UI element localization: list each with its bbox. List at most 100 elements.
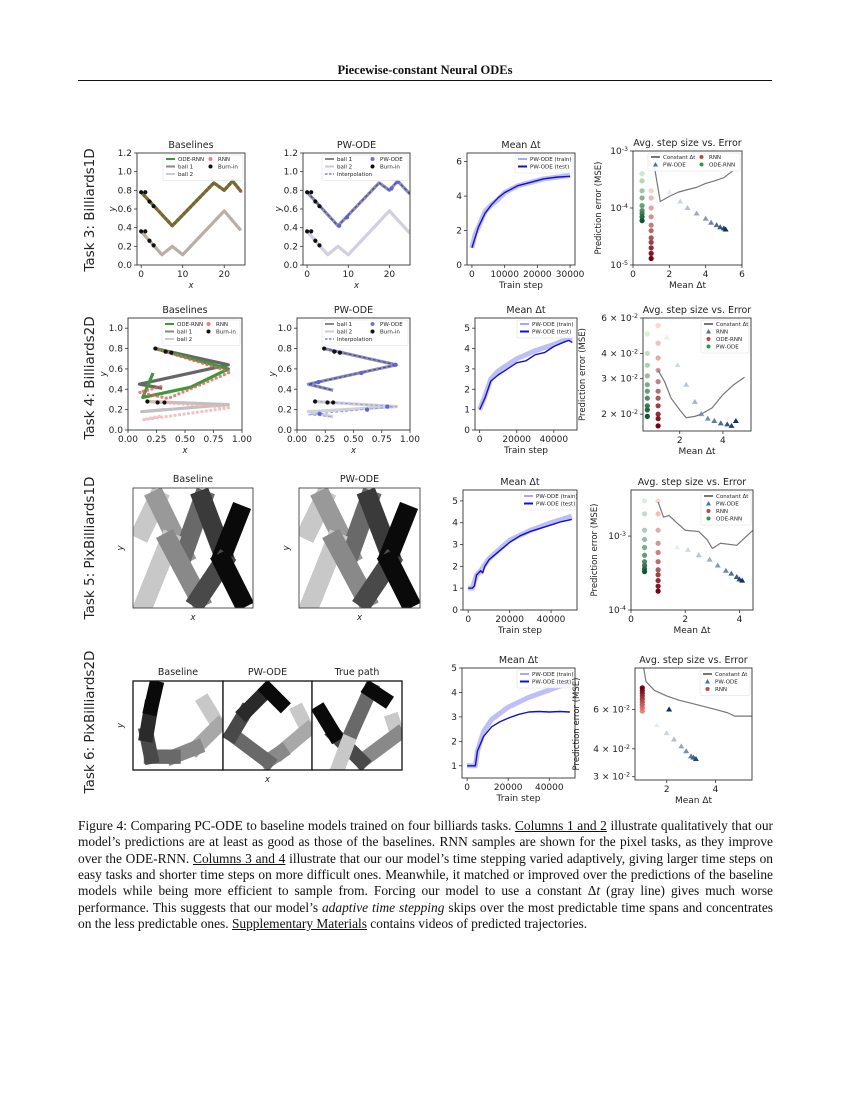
legend-box [516,669,574,689]
caption-emphasis: adaptive time stepping [321,899,445,915]
data-point [644,413,650,419]
data-point-triangle [692,756,699,762]
x-tick-label: 0.75 [203,435,223,445]
ball-trail [210,501,252,567]
y-tick-label: 0.0 [109,426,124,436]
chart-panel: 0 2 4 6 10-5 10-4 10-3 Avg. step size vs. Error… [594,138,745,291]
data-point [389,186,394,191]
image-panel: PW-ODE x y [282,474,421,623]
data-point [648,245,654,251]
data-point-triangle [724,421,731,427]
data-point [641,569,648,575]
legend-circle-marker [699,162,704,167]
data-point-triangle [722,567,729,573]
data-point [163,349,168,354]
legend-label: ball 1 [337,157,352,163]
legend-label: RNN [716,509,728,515]
legend-box [520,491,576,511]
ball-trail [257,681,291,714]
y-tick-label: 6 × 10-2 [593,704,630,716]
legend-label: PW-ODE [715,680,738,686]
y-tick-label: 0.0 [278,426,293,436]
data-point [644,407,650,413]
legend-label: Constant Δt [663,155,696,161]
x-tick-label: 20000 [495,615,524,625]
data-point-triangle [691,398,698,404]
legend-label: Interpolation [337,172,373,178]
chart-title: Mean Δt [500,477,539,488]
series-line [306,346,399,392]
x-axis-label: Mean Δt [669,281,707,291]
data-point [655,355,661,361]
legend-label: PW-ODE (test) [530,165,569,171]
data-point [644,350,650,357]
data-point-triangle [666,189,673,195]
x-tick-label: 0.50 [175,435,195,445]
legend-circle-marker [705,687,710,691]
legend-label: PW-ODE [663,163,686,169]
x-axis-label: Train step [496,794,541,804]
x-tick-label: 4 [720,436,726,446]
data-point-triangle [683,748,690,754]
x-tick-label: 2 [666,270,672,280]
series-line [657,370,745,419]
x-tick-label: 40000 [535,783,564,793]
legend-triangle-marker [705,679,710,684]
ball-trail [142,681,165,717]
legend-label: PW-ODE [380,322,403,328]
x-tick-label: 4 [713,785,719,795]
data-point-triangle [684,205,691,210]
rendered-trajectory-image [138,681,223,766]
data-point [655,540,661,546]
data-point [655,572,661,578]
caption-text: illustrate that our our model’s time ste… [78,850,773,899]
y-tick-label: 0 [464,426,470,436]
x-tick-label: 10 [177,270,189,280]
ball-trail [377,501,419,567]
legend-label: Constant Δt [716,322,749,328]
axes-frame [466,152,576,266]
data-point-triangle [695,552,702,558]
x-tick-label: 0.25 [146,435,166,445]
data-point [655,423,661,429]
data-point [648,235,654,241]
data-point [145,399,150,404]
y-tick-label: 0.0 [118,261,133,271]
x-tick-label: 10000 [490,270,519,280]
data-point [655,549,661,556]
legend-circle-marker [699,155,704,159]
data-point-triangle [677,198,684,204]
y-tick-label: 5 [451,664,457,674]
y-tick-label: 1.2 [118,149,132,159]
data-point [644,382,650,388]
chart-panel: 2 4 2 × 10-2 3 × 10-2 4 × 10-2 6 × 10-2 Avg. s… [578,305,752,457]
data-point [639,218,645,224]
legend-box [321,319,409,346]
data-point [305,190,310,195]
chart-title: Mean Δt [499,655,538,666]
plot-area [139,178,243,257]
x-tick-label: 20000 [523,270,552,280]
data-point [385,404,390,409]
data-point [313,199,318,204]
axes-frame [461,667,576,779]
chart-panel: 0 10 20 0.0 0.2 0.4 0.6 0.8 1.0 1.2 PW-ODE x y ball 1… [274,140,411,291]
data-point [639,195,645,201]
data-point [147,199,152,204]
data-point-triangle [717,420,724,426]
series-line [478,339,573,410]
series-line [657,501,753,550]
data-point [639,178,645,184]
legend-label: Interpolation [337,337,373,343]
data-point [309,190,314,195]
y-tick-label: 5 [452,497,458,507]
x-axis-label: x [350,446,357,456]
data-point [155,400,160,405]
data-point [153,346,158,351]
legend-label: ODE-RNN [178,157,204,163]
legend-label: Burn-in [216,330,236,336]
y-tick-label: 10-4 [608,605,626,617]
ball-trail [210,549,253,608]
